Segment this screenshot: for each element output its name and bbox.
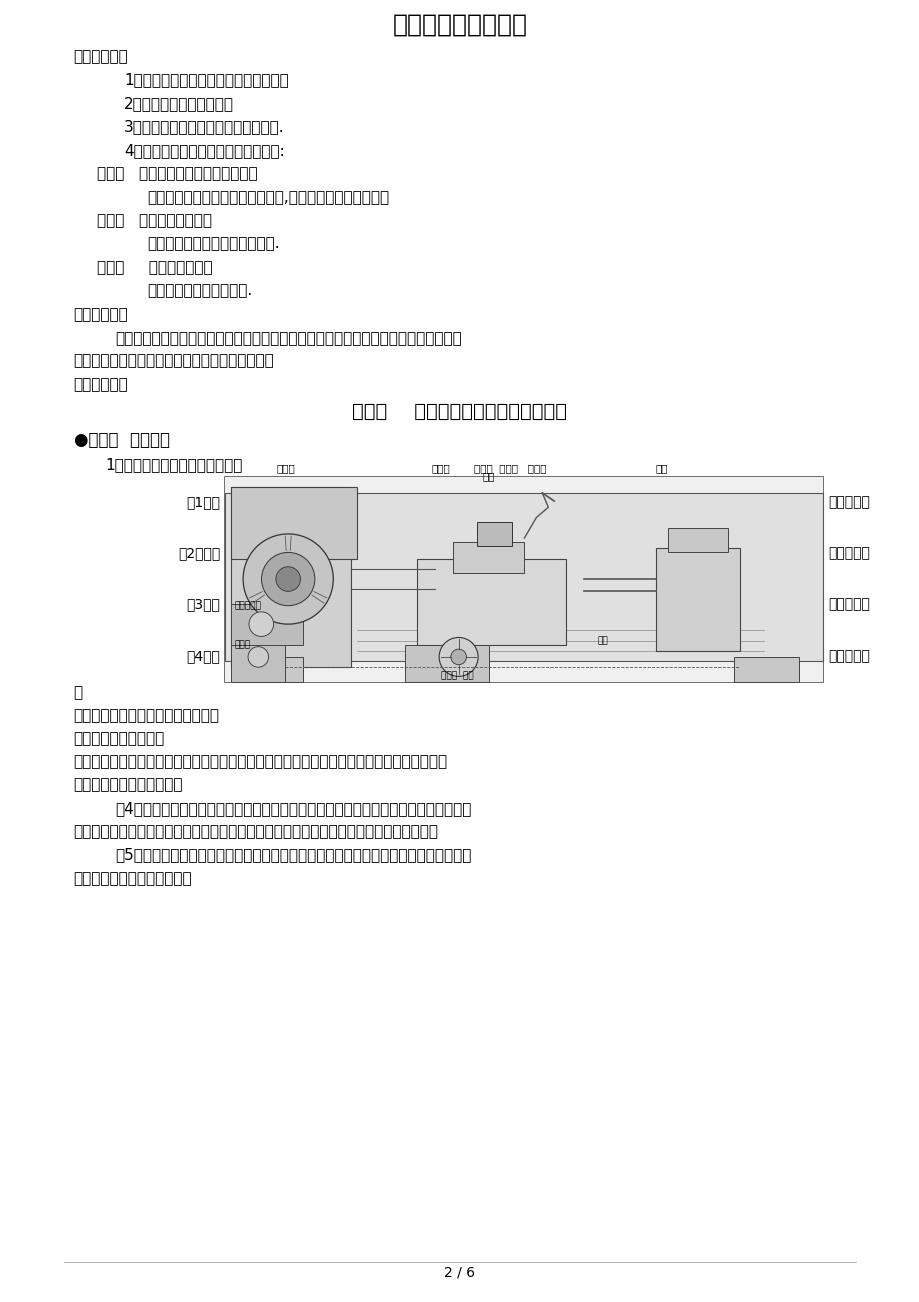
- Text: 箱内齿数不: 箱内齿数不: [827, 547, 869, 560]
- Circle shape: [261, 552, 314, 605]
- Text: （3）进: （3）进: [187, 598, 221, 612]
- Bar: [232, 487, 351, 667]
- Text: 任务一   车工入门与安全文明生产技术: 任务一 车工入门与安全文明生产技术: [96, 167, 257, 181]
- Text: 教学过程及教学内容: 教学过程及教学内容: [392, 12, 527, 36]
- Bar: [452, 542, 524, 573]
- Bar: [416, 559, 566, 644]
- Text: 【新课导入】: 【新课导入】: [74, 307, 129, 322]
- Text: 了解车床的结构与车床的相关内容,掌握文明安全生产要求。: 了解车床的结构与车床的相关内容,掌握文明安全生产要求。: [147, 190, 389, 204]
- Text: 同的齿轮，可以改变进给量或螺距。: 同的齿轮，可以改变进给量或螺距。: [74, 708, 220, 724]
- Text: 掌握车床的润滑与维护保养方法.: 掌握车床的润滑与维护保养方法.: [147, 237, 279, 251]
- Text: （1）主: （1）主: [187, 495, 221, 509]
- Bar: [232, 604, 303, 644]
- Bar: [667, 527, 727, 552]
- Text: 中滑板: 中滑板: [431, 464, 450, 474]
- Text: 【课前组织】: 【课前组织】: [74, 48, 129, 64]
- Text: （5）床身是车床上精度要求较高的大型零件。它用来支承和安装其他部件，并是纵向进: （5）床身是车床上精度要求较高的大型零件。它用来支承和安装其他部件，并是纵向进: [115, 848, 471, 862]
- Text: 【入门指导】: 【入门指导】: [74, 378, 129, 392]
- Bar: [404, 644, 488, 681]
- Text: 任务二   车削的润滑与保养: 任务二 车削的润滑与保养: [96, 214, 211, 228]
- Text: 进给箱: 进给箱: [234, 641, 250, 650]
- Text: 、形状，使之成为合格工件的一种金属切削方法。: 、形状，使之成为合格工件的一种金属切削方法。: [74, 354, 274, 368]
- Circle shape: [438, 638, 478, 677]
- Text: 2．检查学生装束是否整齐: 2．检查学生装束是否整齐: [124, 96, 234, 111]
- Text: 光杠带动溜板箱工作。: 光杠带动溜板箱工作。: [74, 732, 165, 746]
- Bar: [225, 477, 823, 681]
- Text: 给和尾座移动的基准导轨面。: 给和尾座移动的基准导轨面。: [74, 871, 192, 885]
- Circle shape: [248, 647, 268, 667]
- Text: 溜板箱  床鞍: 溜板箱 床鞍: [440, 671, 472, 680]
- Bar: [655, 548, 739, 651]
- Text: 3．讲述要求：纪律、卫生、学习方法.: 3．讲述要求：纪律、卫生、学习方法.: [124, 120, 285, 134]
- Text: 车削是在车床上利用工件的旋转运动和车刀的直线（或曲线）运动，来改变毛坯的尺寸: 车削是在车床上利用工件的旋转运动和车刀的直线（或曲线）运动，来改变毛坯的尺寸: [115, 331, 461, 345]
- Text: 1．知道车床各部分的名称及功用: 1．知道车床各部分的名称及功用: [106, 457, 243, 471]
- Text: （4）溜: （4）溜: [187, 648, 221, 663]
- FancyBboxPatch shape: [225, 477, 823, 681]
- Text: 刀架: 刀架: [482, 471, 494, 482]
- Text: 纵、横向机动进给时使用。: 纵、横向机动进给时使用。: [74, 777, 183, 792]
- Text: 主轴箱: 主轴箱: [276, 464, 295, 474]
- Text: 再由丝杠、: 再由丝杠、: [827, 598, 869, 612]
- Bar: [237, 658, 303, 681]
- Circle shape: [243, 534, 333, 624]
- Text: 床身: 床身: [596, 637, 607, 644]
- Text: 任务三     车床的操纵练习: 任务三 车床的操纵练习: [96, 260, 212, 275]
- Text: 以装夹工件: 以装夹工件: [827, 495, 869, 509]
- Circle shape: [450, 650, 466, 665]
- Text: （4）床鞍用来支承中滑板和实施纵向进给或车削螺纹；中滑板用来支承小滑板和实施横: （4）床鞍用来支承中滑板和实施纵向进给或车削螺纹；中滑板用来支承小滑板和实施横: [115, 801, 471, 816]
- Bar: [232, 641, 285, 681]
- Text: 光杠、丝杠: 光杠、丝杠: [827, 648, 869, 663]
- Text: 尾座: 尾座: [655, 464, 668, 474]
- Text: （2）交换: （2）交换: [178, 547, 221, 560]
- Text: 熟练掌握操纵车床的方法.: 熟练掌握操纵车床的方法.: [147, 284, 252, 298]
- Text: 向进给；小滑板用来支承刀架、对刀、车圆锥和短距离的纵向进给等；刀架用来装夹刀具。: 向进给；小滑板用来支承刀架、对刀、车圆锥和短距离的纵向进给等；刀架用来装夹刀具。: [74, 824, 438, 840]
- Bar: [225, 493, 823, 661]
- Text: 交换齿轮箱: 交换齿轮箱: [234, 602, 261, 611]
- Text: ●活动一  了解车床: ●活动一 了解车床: [74, 431, 169, 449]
- Bar: [476, 522, 512, 547]
- Text: 4．宣布本项目的学习任务与目的要求:: 4．宣布本项目的学习任务与目的要求:: [124, 143, 285, 158]
- Text: 1．检查学生出勤情况，填写教学日志。: 1．检查学生出勤情况，填写教学日志。: [124, 73, 289, 87]
- Circle shape: [249, 612, 273, 637]
- Circle shape: [276, 566, 301, 591]
- Text: 。: 。: [74, 685, 83, 700]
- Text: 任务一    车工入门与安全文明生产技术: 任务一 车工入门与安全文明生产技术: [352, 402, 567, 422]
- Text: 2 / 6: 2 / 6: [444, 1266, 475, 1279]
- Text: 传来的运动分别转变为溜板箱的纵向和横向直线移动，即为纵向和横向进给，为刀架的运动供: 传来的运动分别转变为溜板箱的纵向和横向直线移动，即为纵向和横向进给，为刀架的运动…: [74, 754, 448, 769]
- Text: 小滑板  照明灯   冷却管: 小滑板 照明灯 冷却管: [473, 464, 546, 474]
- Bar: [232, 487, 357, 559]
- Bar: [733, 658, 799, 681]
